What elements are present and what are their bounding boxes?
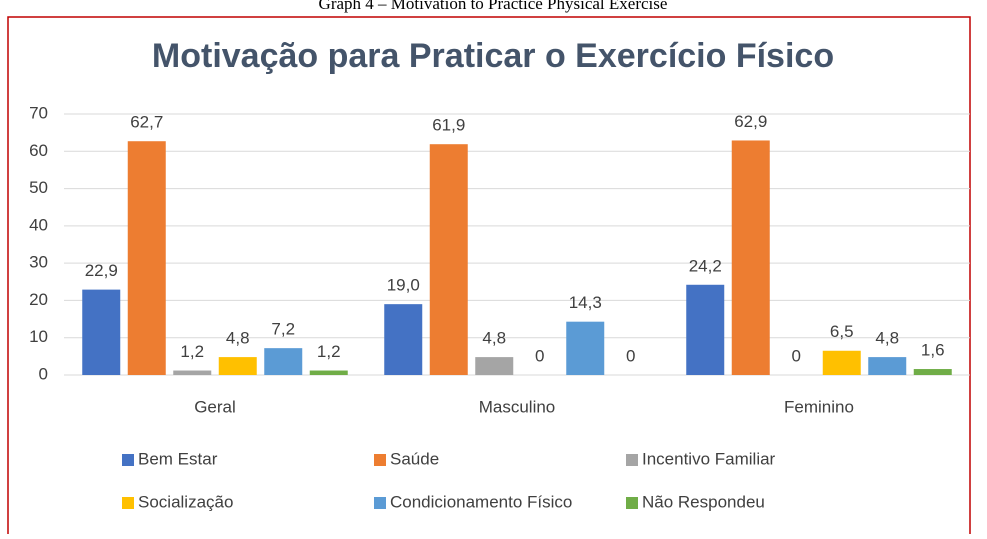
y-tick-label: 60: [29, 141, 48, 160]
legend-swatch: [374, 497, 386, 509]
data-label: 14,3: [569, 293, 602, 312]
data-label: 62,9: [734, 112, 767, 131]
y-tick-label: 30: [29, 253, 48, 272]
x-tick-label: Feminino: [784, 397, 854, 416]
data-label: 62,7: [130, 113, 163, 132]
x-tick-label: Geral: [194, 397, 236, 416]
y-tick-label: 70: [29, 103, 48, 122]
data-label: 0: [626, 346, 635, 365]
data-label: 24,2: [689, 256, 722, 275]
caption: Graph 4 – Motivation to Practice Physica…: [319, 0, 668, 13]
legend-swatch: [122, 497, 134, 509]
bar: [173, 370, 212, 375]
y-tick-label: 0: [39, 364, 48, 383]
bar: [264, 348, 303, 375]
data-label: 6,5: [830, 322, 854, 341]
legend-label: Bem Estar: [138, 449, 218, 468]
data-label: 4,8: [482, 329, 506, 348]
data-label: 7,2: [271, 320, 295, 339]
bar: [384, 304, 423, 375]
y-tick-label: 40: [29, 215, 48, 234]
y-tick-label: 20: [29, 290, 48, 309]
y-tick-label: 50: [29, 178, 48, 197]
chart-title: Motivação para Praticar o Exercício Físi…: [152, 37, 834, 75]
data-label: 0: [535, 346, 544, 365]
bar: [566, 321, 605, 375]
frame: [7, 16, 971, 539]
data-label: 1,2: [180, 342, 204, 361]
data-label: 22,9: [85, 261, 118, 280]
data-label: 4,8: [226, 329, 250, 348]
bar: [475, 357, 514, 375]
y-tick-label: 10: [29, 327, 48, 346]
bar: [82, 289, 121, 375]
legend-label: Socialização: [138, 492, 233, 511]
legend-swatch: [122, 454, 134, 466]
legend-label: Incentivo Familiar: [642, 449, 776, 468]
bar: [127, 141, 166, 375]
legend-swatch: [374, 454, 386, 466]
bar: [218, 357, 257, 375]
data-label: 19,0: [387, 276, 420, 295]
data-label: 1,2: [317, 342, 341, 361]
legend-label: Saúde: [390, 449, 439, 468]
legend-label: Não Respondeu: [642, 492, 765, 511]
legend-swatch: [626, 497, 638, 509]
data-label: 61,9: [432, 116, 465, 135]
data-label: 1,6: [921, 341, 945, 360]
data-label: 0: [792, 346, 801, 365]
bar: [868, 357, 907, 375]
bar: [822, 350, 861, 375]
x-tick-label: Masculino: [479, 397, 556, 416]
data-label: 4,8: [875, 329, 899, 348]
bar: [913, 369, 952, 375]
bar: [429, 144, 468, 375]
bar: [309, 370, 348, 375]
bar: [731, 140, 770, 375]
bar: [686, 284, 725, 375]
legend-label: Condicionamento Físico: [390, 492, 572, 511]
legend-swatch: [626, 454, 638, 466]
